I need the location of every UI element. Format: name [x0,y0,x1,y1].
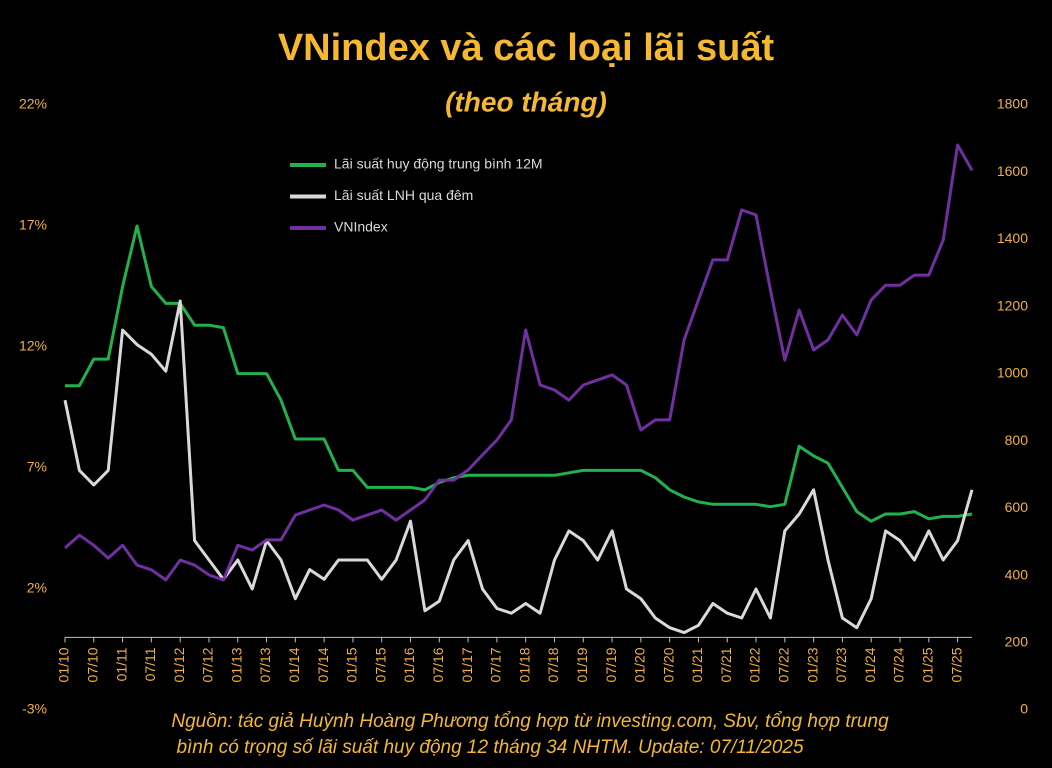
x-tick-label: 07/12 [200,647,216,682]
source-note: bình có trọng số lãi suất huy động 12 th… [176,737,803,758]
y-tick-label: 7% [27,459,47,475]
x-tick-label: 01/23 [804,647,820,682]
x-tick-label: 01/14 [286,647,302,682]
x-tick-label: 07/24 [891,647,907,682]
x-tick-label: 07/11 [142,647,158,681]
x-tick-label: 07/17 [488,647,504,682]
x-tick-label: 01/10 [56,647,72,682]
x-tick-label: 01/16 [401,647,417,682]
legend-label: VNIndex [334,219,388,235]
x-tick-label: 07/21 [718,647,734,682]
y2-tick-label: 400 [1005,566,1029,582]
series-line [63,299,974,635]
x-tick-label: 07/25 [948,647,964,682]
series-line [65,224,973,523]
y2-tick-label: 1400 [997,230,1028,246]
y2-tick-label: 600 [1005,499,1029,515]
chart-title: VNindex và các loại lãi suất [278,27,775,69]
x-tick-label: 07/23 [833,647,849,682]
x-tick-label: 07/19 [603,647,619,682]
y2-tick-label: 1800 [997,96,1028,112]
y2-tick-label: 0 [1020,701,1028,717]
y2-tick-label: 1000 [997,365,1028,381]
y-tick-label: 17% [19,217,47,233]
x-tick-label: 01/15 [344,647,360,682]
x-tick-label: 07/13 [257,647,273,682]
series-line [64,143,974,582]
x-tick-label: 01/22 [747,647,763,682]
chart-subtitle: (theo tháng) [445,86,607,117]
x-tick-label: 07/20 [660,647,676,682]
x-tick-label: 01/25 [920,647,936,682]
legend-label: Lãi suất LNH qua đêm [334,187,473,203]
x-tick-label: 01/20 [632,647,648,682]
x-tick-label: 01/17 [459,647,475,682]
x-tick-label: 01/12 [171,647,187,682]
x-tick-label: 07/18 [545,647,561,682]
y-tick-label: -3% [22,701,47,717]
x-tick-label: 01/19 [574,647,590,682]
y2-tick-label: 1200 [997,297,1028,313]
x-tick-label: 07/22 [776,647,792,682]
x-tick-label: 01/11 [113,647,129,681]
x-tick-label: 01/18 [516,647,532,682]
x-tick-label: 01/21 [689,647,705,682]
y2-tick-label: 1600 [997,163,1028,179]
x-tick-label: 07/16 [430,647,446,682]
y2-tick-label: 200 [1005,633,1029,649]
y2-tick-label: 800 [1005,432,1029,448]
x-tick-label: 07/15 [372,647,388,682]
x-tick-label: 01/13 [228,647,244,682]
source-note: Nguồn: tác giả Huỳnh Hoàng Phương tổng h… [171,711,889,732]
legend-label: Lãi suất huy động trung bình 12M [334,156,543,172]
y-tick-label: 12% [19,338,47,354]
y-tick-label: 22% [19,96,47,112]
y-tick-label: 2% [27,580,47,596]
x-tick-label: 07/10 [84,647,100,682]
x-tick-label: 01/24 [862,647,878,682]
x-tick-label: 07/14 [315,647,331,682]
